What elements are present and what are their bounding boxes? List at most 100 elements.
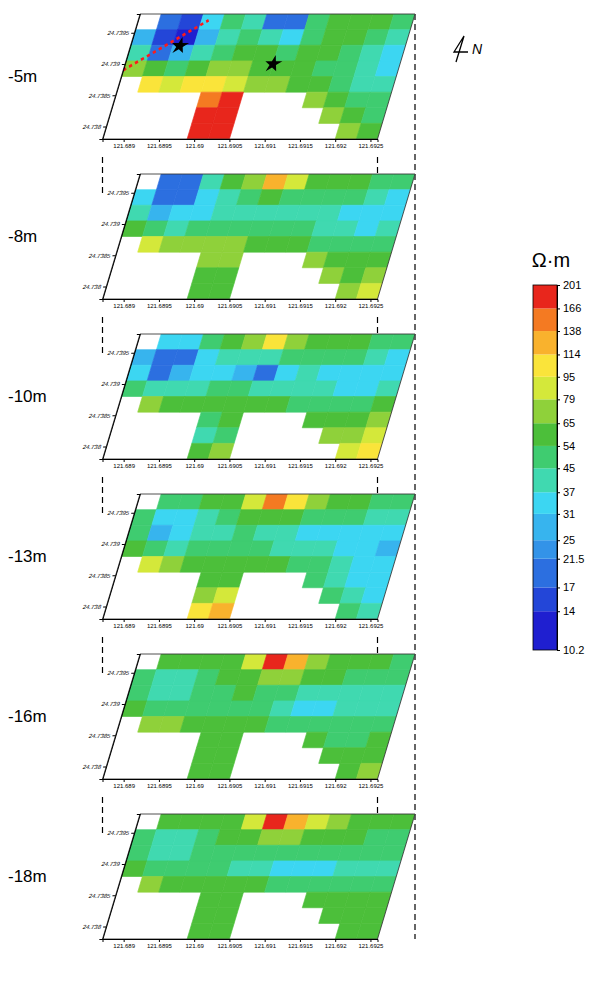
tick-mark	[131, 353, 134, 354]
tick: 24.739	[101, 221, 126, 228]
tick-label: 121.692	[325, 463, 347, 469]
tick-label: 24.7385	[88, 252, 112, 259]
tick-label: 121.691	[254, 143, 276, 149]
tick-mark	[557, 468, 560, 469]
tick-mark	[370, 299, 371, 302]
tick-label: 45	[563, 462, 575, 474]
tick-label: 121.6905	[217, 783, 243, 789]
star-marker	[262, 55, 284, 71]
cell	[213, 748, 239, 764]
tick-mark	[265, 459, 266, 462]
cells	[103, 14, 416, 139]
tick: 121.6905	[217, 779, 243, 789]
tick-label: 121.6925	[358, 463, 384, 469]
tick-mark	[103, 126, 106, 127]
tick: 121.6905	[217, 299, 243, 309]
tick-label: 121.689	[113, 623, 135, 629]
tick: 45	[557, 462, 575, 474]
tick-label: 121.691	[254, 303, 276, 309]
axis-line	[103, 940, 378, 943]
cell	[213, 588, 239, 604]
tick-mark	[194, 299, 195, 302]
colorbar-axis: 10.2141721.52531374554657995114138166201	[557, 279, 584, 656]
tick: 121.6895	[147, 619, 173, 629]
tick-mark	[159, 779, 160, 782]
tick-mark	[194, 139, 195, 142]
tick-mark	[229, 139, 230, 142]
tick-mark	[103, 446, 106, 447]
tick-label: 121.689	[113, 143, 135, 149]
tick-label: 121.692	[325, 623, 347, 629]
slice-plane: 24.73824.738524.73924.7395	[76, 814, 415, 940]
tick-mark	[229, 459, 230, 462]
colorbar-band	[533, 540, 557, 558]
tick-mark	[557, 354, 560, 355]
cell	[218, 252, 244, 268]
plot-frame	[103, 174, 416, 299]
tick-mark	[124, 139, 125, 142]
tick-mark	[103, 286, 106, 287]
depth-label: -5m	[8, 67, 37, 86]
tick-label: 121.689	[113, 943, 135, 949]
tick-mark	[112, 95, 115, 96]
tick-mark	[159, 619, 160, 622]
slice-plane: 24.73824.738524.73924.7395	[76, 14, 415, 140]
tick: 121.6895	[147, 459, 173, 469]
cell	[208, 763, 234, 779]
tick-mark	[557, 331, 560, 332]
tick-label: 24.7385	[88, 572, 112, 579]
colorbar-band	[533, 514, 557, 540]
tick: 121.69	[185, 619, 204, 629]
colorbar-band	[533, 399, 557, 423]
plot-background	[103, 174, 416, 299]
tick-label: 14	[563, 605, 575, 617]
tick: 121.6925	[358, 619, 384, 629]
tick-label: 121.6905	[217, 303, 243, 309]
cell	[208, 123, 234, 139]
tick-mark	[194, 459, 195, 462]
tick-mark	[300, 139, 301, 142]
tick-mark	[103, 766, 106, 767]
connector	[102, 637, 103, 674]
colorbar-band	[533, 308, 557, 331]
depth-label: -10m	[8, 387, 47, 406]
x-axis: 121.689121.6895121.69121.6905121.691121.…	[103, 299, 384, 309]
tick-label: 24.739	[101, 541, 122, 548]
slice: 24.73824.738524.73924.7395121.689121.689…	[76, 174, 415, 309]
tick: 37	[557, 486, 575, 498]
plot-frame	[103, 14, 416, 139]
tick-mark	[557, 650, 560, 651]
plot-frame	[103, 814, 416, 939]
tick-label: 37	[563, 486, 575, 498]
y-axis: 24.73824.738524.73924.7395	[76, 655, 141, 780]
tick: 24.738	[82, 763, 107, 770]
tick-label: 121.69	[185, 463, 204, 469]
cell	[213, 268, 239, 284]
tick-mark	[557, 446, 560, 447]
tick: 25	[557, 534, 575, 546]
tick-label: 121.69	[185, 783, 204, 789]
tick-mark	[557, 611, 560, 612]
tick-mark	[103, 926, 106, 927]
tick-label: 79	[563, 393, 575, 405]
tick-label: 24.7395	[107, 189, 131, 196]
plot-background	[103, 494, 416, 619]
colorbar-band	[533, 611, 557, 650]
depth-label: -16m	[8, 707, 47, 726]
tick: 24.7385	[88, 572, 117, 579]
slice: 24.73824.738524.73924.7395121.689121.689…	[76, 814, 415, 949]
tick-mark	[229, 779, 230, 782]
cell	[208, 443, 234, 459]
figure: 24.73824.738524.73924.7395121.689121.689…	[0, 0, 612, 985]
tick-mark	[557, 559, 560, 560]
y-axis: 24.73824.738524.73924.7395	[76, 15, 141, 140]
tick-label: 24.738	[82, 443, 103, 450]
tick: 24.738	[82, 603, 107, 610]
cells	[103, 174, 416, 299]
tick: 24.739	[101, 541, 126, 548]
tick-mark	[300, 779, 301, 782]
tick-mark	[265, 139, 266, 142]
star-marker	[169, 37, 191, 53]
tick: 24.7385	[88, 252, 117, 259]
tick-label: 24.739	[101, 861, 122, 868]
